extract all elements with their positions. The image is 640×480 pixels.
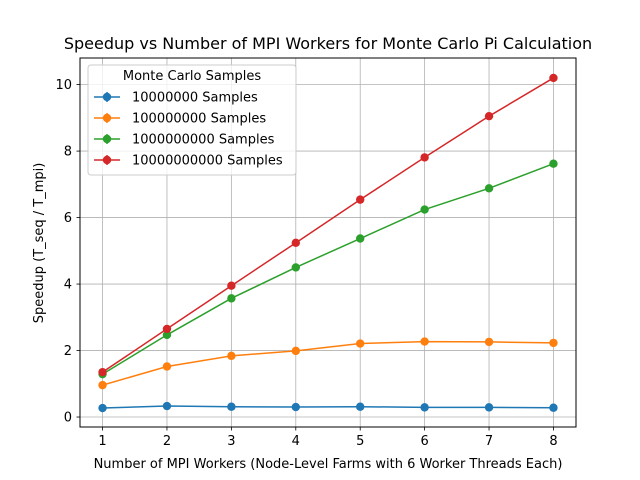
- y-tick-label: 6: [64, 211, 72, 226]
- data-point: [484, 111, 494, 121]
- legend-marker: [102, 134, 112, 144]
- legend-item: 1000000000 Samples: [94, 133, 275, 148]
- data-point: [227, 294, 236, 303]
- legend-label: 100000000 Samples: [132, 112, 266, 127]
- legend-label: 10000000000 Samples: [132, 154, 283, 169]
- series-2: [98, 337, 558, 390]
- y-tick-label: 0: [64, 411, 72, 426]
- data-point: [484, 403, 494, 412]
- series-line: [102, 340, 554, 386]
- data-point: [549, 403, 558, 412]
- data-point: [356, 195, 365, 204]
- data-point: [291, 346, 300, 356]
- y-tick-label: 10: [55, 78, 72, 93]
- data-point: [162, 330, 172, 340]
- data-point: [549, 338, 558, 348]
- series-line: [102, 77, 554, 373]
- legend-marker: [102, 113, 112, 123]
- y-axis-label: Speedup (T_seq / T_mpi): [32, 163, 47, 324]
- y-tick-label: 8: [64, 145, 72, 160]
- data-point: [227, 281, 236, 290]
- legend-item: 10000000 Samples: [94, 91, 258, 106]
- data-point: [420, 205, 429, 214]
- data-point: [98, 367, 107, 377]
- data-point: [420, 403, 429, 412]
- data-point: [162, 324, 172, 334]
- series-line: [102, 163, 554, 375]
- x-tick-label: 4: [292, 434, 300, 449]
- legend-marker: [102, 155, 112, 165]
- series-1: [98, 401, 558, 413]
- x-tick-label: 5: [356, 434, 364, 449]
- data-point: [484, 184, 494, 193]
- data-point: [98, 403, 107, 413]
- data-point: [549, 73, 558, 83]
- data-point: [227, 402, 236, 411]
- x-tick-label: 2: [163, 434, 171, 449]
- data-point: [227, 351, 236, 361]
- data-point: [162, 362, 172, 371]
- legend-item: 100000000 Samples: [94, 112, 266, 127]
- legend-label: 1000000000 Samples: [132, 133, 275, 148]
- chart-title: Speedup vs Number of MPI Workers for Mon…: [64, 34, 592, 53]
- data-point: [162, 401, 172, 411]
- data-point: [420, 153, 429, 162]
- data-point: [484, 337, 494, 347]
- data-point: [356, 339, 365, 348]
- legend-box: [87, 64, 297, 176]
- legend-title: Monte Carlo Samples: [123, 69, 261, 84]
- data-point: [291, 263, 300, 272]
- data-point: [549, 159, 558, 168]
- legend-marker: [102, 92, 112, 102]
- x-axis-label: Number of MPI Workers (Node-Level Farms …: [94, 457, 563, 472]
- data-point: [356, 402, 365, 411]
- data-point: [356, 234, 365, 243]
- x-tick-label: 1: [98, 434, 106, 449]
- legend-items: 10000000 Samples 100000000 Samples 1000000…: [94, 91, 283, 169]
- data-point: [291, 238, 300, 248]
- data-point: [98, 380, 107, 390]
- legend-item: 10000000000 Samples: [94, 154, 283, 169]
- y-tick-label: 4: [64, 278, 72, 293]
- x-tick-label: 3: [227, 434, 235, 449]
- x-tick-label: 7: [485, 434, 493, 449]
- plot-frame: [79, 57, 577, 428]
- ticks: 1 2 3 4 5 6 7 8 0 2 4 6 8 10: [55, 78, 557, 449]
- data-point: [420, 337, 429, 346]
- x-tick-label: 6: [420, 434, 428, 449]
- y-tick-label: 2: [64, 344, 72, 359]
- series-line: [102, 405, 554, 409]
- legend: Monte Carlo Samples 10000000 Samples1000…: [87, 64, 297, 176]
- data-point: [291, 402, 300, 412]
- legend-label: 10000000 Samples: [132, 91, 258, 106]
- series-layer: [98, 73, 558, 413]
- series-4: [98, 73, 558, 377]
- x-tick-label: 8: [549, 434, 557, 449]
